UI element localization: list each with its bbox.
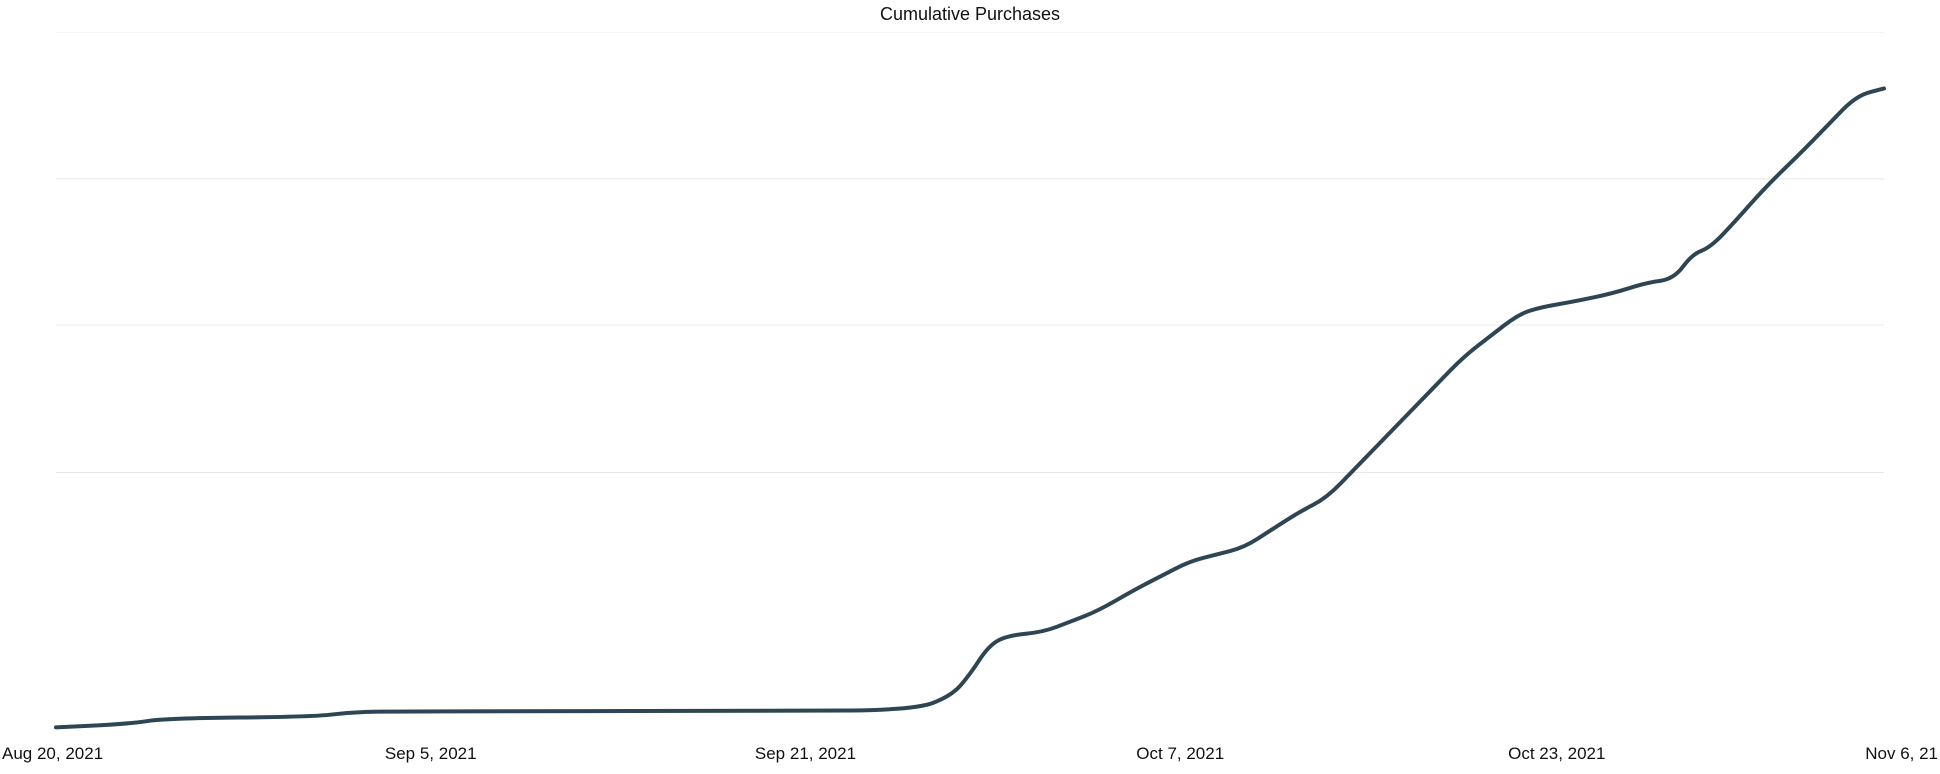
x-tick-label: Sep 5, 2021 xyxy=(385,744,477,764)
gridlines-group xyxy=(56,32,1884,473)
x-tick-label: Oct 7, 2021 xyxy=(1136,744,1224,764)
x-tick-label: Nov 6, 21 xyxy=(1865,744,1938,764)
chart-title: Cumulative Purchases xyxy=(880,4,1060,25)
chart-svg xyxy=(0,32,1940,738)
x-tick-label: Aug 20, 2021 xyxy=(2,744,103,764)
x-axis: Aug 20, 2021 Sep 5, 2021 Sep 21, 2021 Oct 7… xyxy=(0,738,1940,774)
x-tick-label: Oct 23, 2021 xyxy=(1508,744,1605,764)
plot-area xyxy=(0,32,1940,738)
x-tick-label: Sep 21, 2021 xyxy=(755,744,856,764)
series-line-cumulative-purchases xyxy=(56,88,1884,727)
cumulative-purchases-chart: Cumulative Purchases Aug 20, 2021 Sep 5, … xyxy=(0,0,1940,774)
